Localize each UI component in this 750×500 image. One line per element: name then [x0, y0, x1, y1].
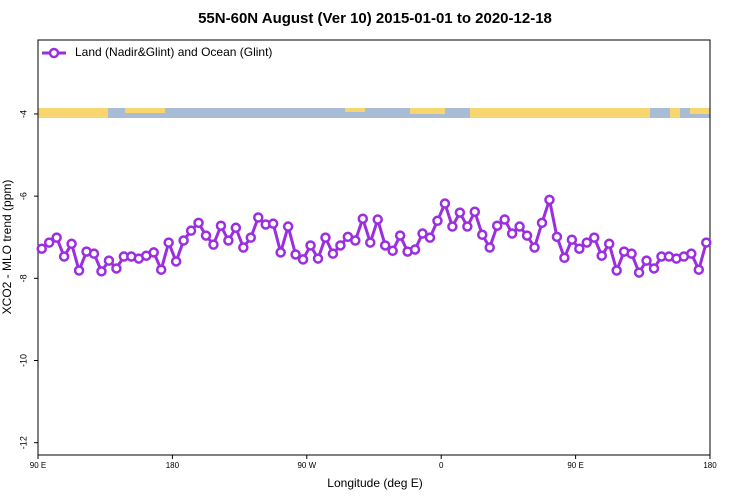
data-point	[477, 229, 488, 241]
data-point	[394, 230, 406, 241]
data-point	[462, 221, 473, 232]
data-point	[529, 242, 540, 253]
data-point	[611, 265, 622, 276]
y-tick-label: -8	[18, 274, 28, 282]
data-point	[506, 228, 518, 239]
x-tick-label: 180	[166, 461, 180, 470]
data-point	[633, 267, 645, 278]
data-point	[320, 232, 331, 243]
data-point	[574, 243, 585, 254]
data-point	[514, 221, 525, 232]
data-point	[551, 231, 563, 243]
data-point	[521, 230, 533, 241]
data-point	[372, 214, 383, 225]
data-point	[491, 220, 503, 231]
data-point	[66, 238, 77, 250]
map-strip	[38, 108, 710, 118]
data-point	[603, 238, 615, 250]
x-tick-label: 90 E	[30, 461, 46, 470]
data-point	[290, 249, 301, 260]
data-point	[275, 247, 286, 258]
data-point	[432, 215, 443, 227]
data-point	[581, 237, 593, 248]
data-point	[626, 248, 637, 259]
legend-marker	[48, 47, 60, 59]
data-point	[641, 255, 652, 266]
data-point	[357, 213, 369, 224]
data-point	[73, 265, 85, 276]
x-tick-label: 0	[439, 461, 444, 470]
data-point	[163, 237, 174, 248]
data-point	[596, 250, 607, 261]
data-point	[193, 217, 204, 229]
data-point	[701, 237, 712, 248]
data-point	[686, 248, 697, 259]
data-point	[111, 263, 122, 274]
data-point	[469, 206, 481, 218]
data-point	[253, 212, 264, 223]
data-point	[223, 235, 234, 246]
data-point	[43, 237, 55, 248]
data-point	[36, 243, 47, 254]
data-point	[178, 235, 189, 246]
data-point	[566, 234, 578, 245]
data-point	[208, 239, 219, 250]
data-point	[230, 222, 242, 234]
data-point	[185, 225, 197, 236]
data-point	[51, 232, 62, 243]
x-tick-label: 180	[703, 461, 717, 470]
data-point	[200, 230, 212, 241]
data-point	[439, 198, 451, 209]
data-point	[170, 256, 182, 267]
data-point	[312, 253, 324, 264]
data-point	[297, 254, 309, 265]
legend-label: Land (Nadir&Glint) and Ocean (Glint)	[75, 45, 272, 59]
data-point	[559, 252, 570, 264]
data-point	[238, 242, 249, 253]
y-tick-label: -6	[18, 192, 28, 200]
data-point	[215, 220, 227, 231]
data-point	[693, 264, 705, 275]
data-point	[103, 255, 115, 266]
data-point	[148, 247, 159, 258]
data-point	[335, 240, 346, 251]
y-axis-label: XCO2 - MLO trend (ppm)	[0, 180, 14, 315]
data-point	[245, 232, 257, 243]
data-point	[96, 266, 107, 277]
data-point	[544, 194, 555, 206]
data-point	[484, 242, 495, 253]
x-tick-label: 90 E	[567, 461, 583, 470]
data-point	[365, 237, 376, 248]
data-point	[88, 248, 100, 259]
data-point	[282, 221, 294, 232]
x-axis-label: Longitude (deg E)	[327, 476, 422, 490]
data-point	[648, 263, 660, 274]
data-point	[447, 221, 458, 232]
data-point	[589, 232, 600, 243]
data-point	[499, 214, 510, 225]
x-tick-label: 90 W	[297, 461, 316, 470]
y-tick-label: -10	[18, 354, 28, 367]
data-point	[155, 264, 167, 275]
data-point	[267, 218, 279, 229]
data-point	[417, 228, 428, 239]
data-point	[409, 244, 421, 255]
data-point	[379, 240, 391, 251]
data-point	[350, 235, 361, 246]
data-point	[327, 248, 339, 259]
data-point	[387, 245, 398, 257]
y-tick-label: -12	[18, 436, 28, 449]
data-point	[536, 217, 548, 229]
y-tick-label: -4	[18, 110, 28, 118]
chart-title: 55N-60N August (Ver 10) 2015-01-01 to 20…	[198, 10, 552, 27]
data-point	[454, 207, 466, 218]
data-point	[424, 232, 436, 243]
data-point	[58, 251, 70, 262]
data-point	[305, 240, 316, 251]
